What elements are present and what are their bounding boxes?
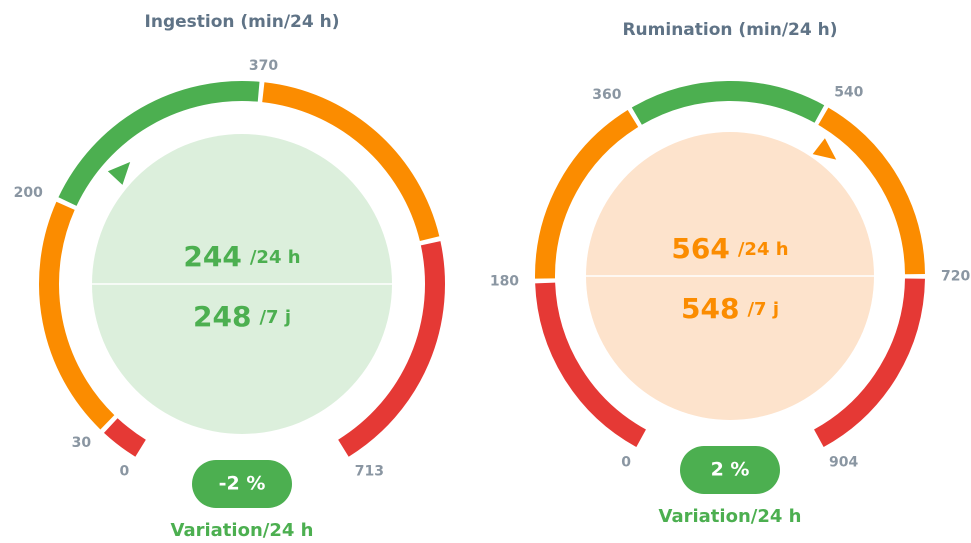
average-number: 248 — [193, 300, 251, 333]
gauge-segment — [338, 241, 445, 457]
variation-title: Variation/24 h — [659, 506, 802, 527]
gauge-segment — [103, 418, 147, 457]
average-unit: /7 j — [747, 299, 779, 320]
value-unit: /24 h — [738, 239, 789, 260]
gauge-segment — [813, 278, 925, 448]
variation-value: 2 % — [711, 459, 750, 481]
gauge-segment — [631, 81, 825, 125]
tick-label: 713 — [355, 464, 384, 480]
gauge-segment — [58, 81, 260, 206]
tick-label: 30 — [72, 435, 92, 451]
gauge-segment — [39, 201, 115, 430]
gauge-title: Rumination (min/24 h) — [622, 20, 837, 40]
gauge-segment — [535, 109, 639, 279]
pointer — [107, 162, 131, 185]
tick-label: 0 — [621, 454, 631, 470]
current-value: 564/24 h — [671, 232, 788, 265]
average-number: 548 — [681, 292, 739, 325]
current-value: 244/24 h — [183, 240, 300, 273]
variation-pill — [192, 460, 292, 508]
gauge-segment — [262, 82, 440, 242]
tick-label: 370 — [249, 58, 278, 74]
tick-label: 720 — [941, 268, 970, 284]
value-unit: /24 h — [250, 247, 301, 268]
variation-title: Variation/24 h — [171, 520, 314, 541]
tick-label: 180 — [490, 273, 519, 289]
average-unit: /7 j — [259, 307, 291, 328]
tick-label: 200 — [14, 185, 43, 201]
tick-label: 360 — [592, 87, 621, 103]
tick-label: 0 — [119, 464, 129, 480]
gauge-segment — [535, 282, 647, 448]
value-number: 244 — [183, 240, 241, 273]
value-number: 564 — [671, 232, 729, 265]
pointer — [812, 138, 837, 160]
gauge-title: Ingestion (min/24 h) — [145, 12, 340, 32]
variation-value: -2 % — [219, 473, 266, 495]
tick-label: 904 — [829, 454, 858, 470]
average-value: 248/7 j — [193, 300, 291, 333]
average-value: 548/7 j — [681, 292, 779, 325]
tick-label: 540 — [834, 85, 863, 101]
variation-pill — [680, 446, 780, 494]
gauge-segment — [818, 107, 925, 275]
